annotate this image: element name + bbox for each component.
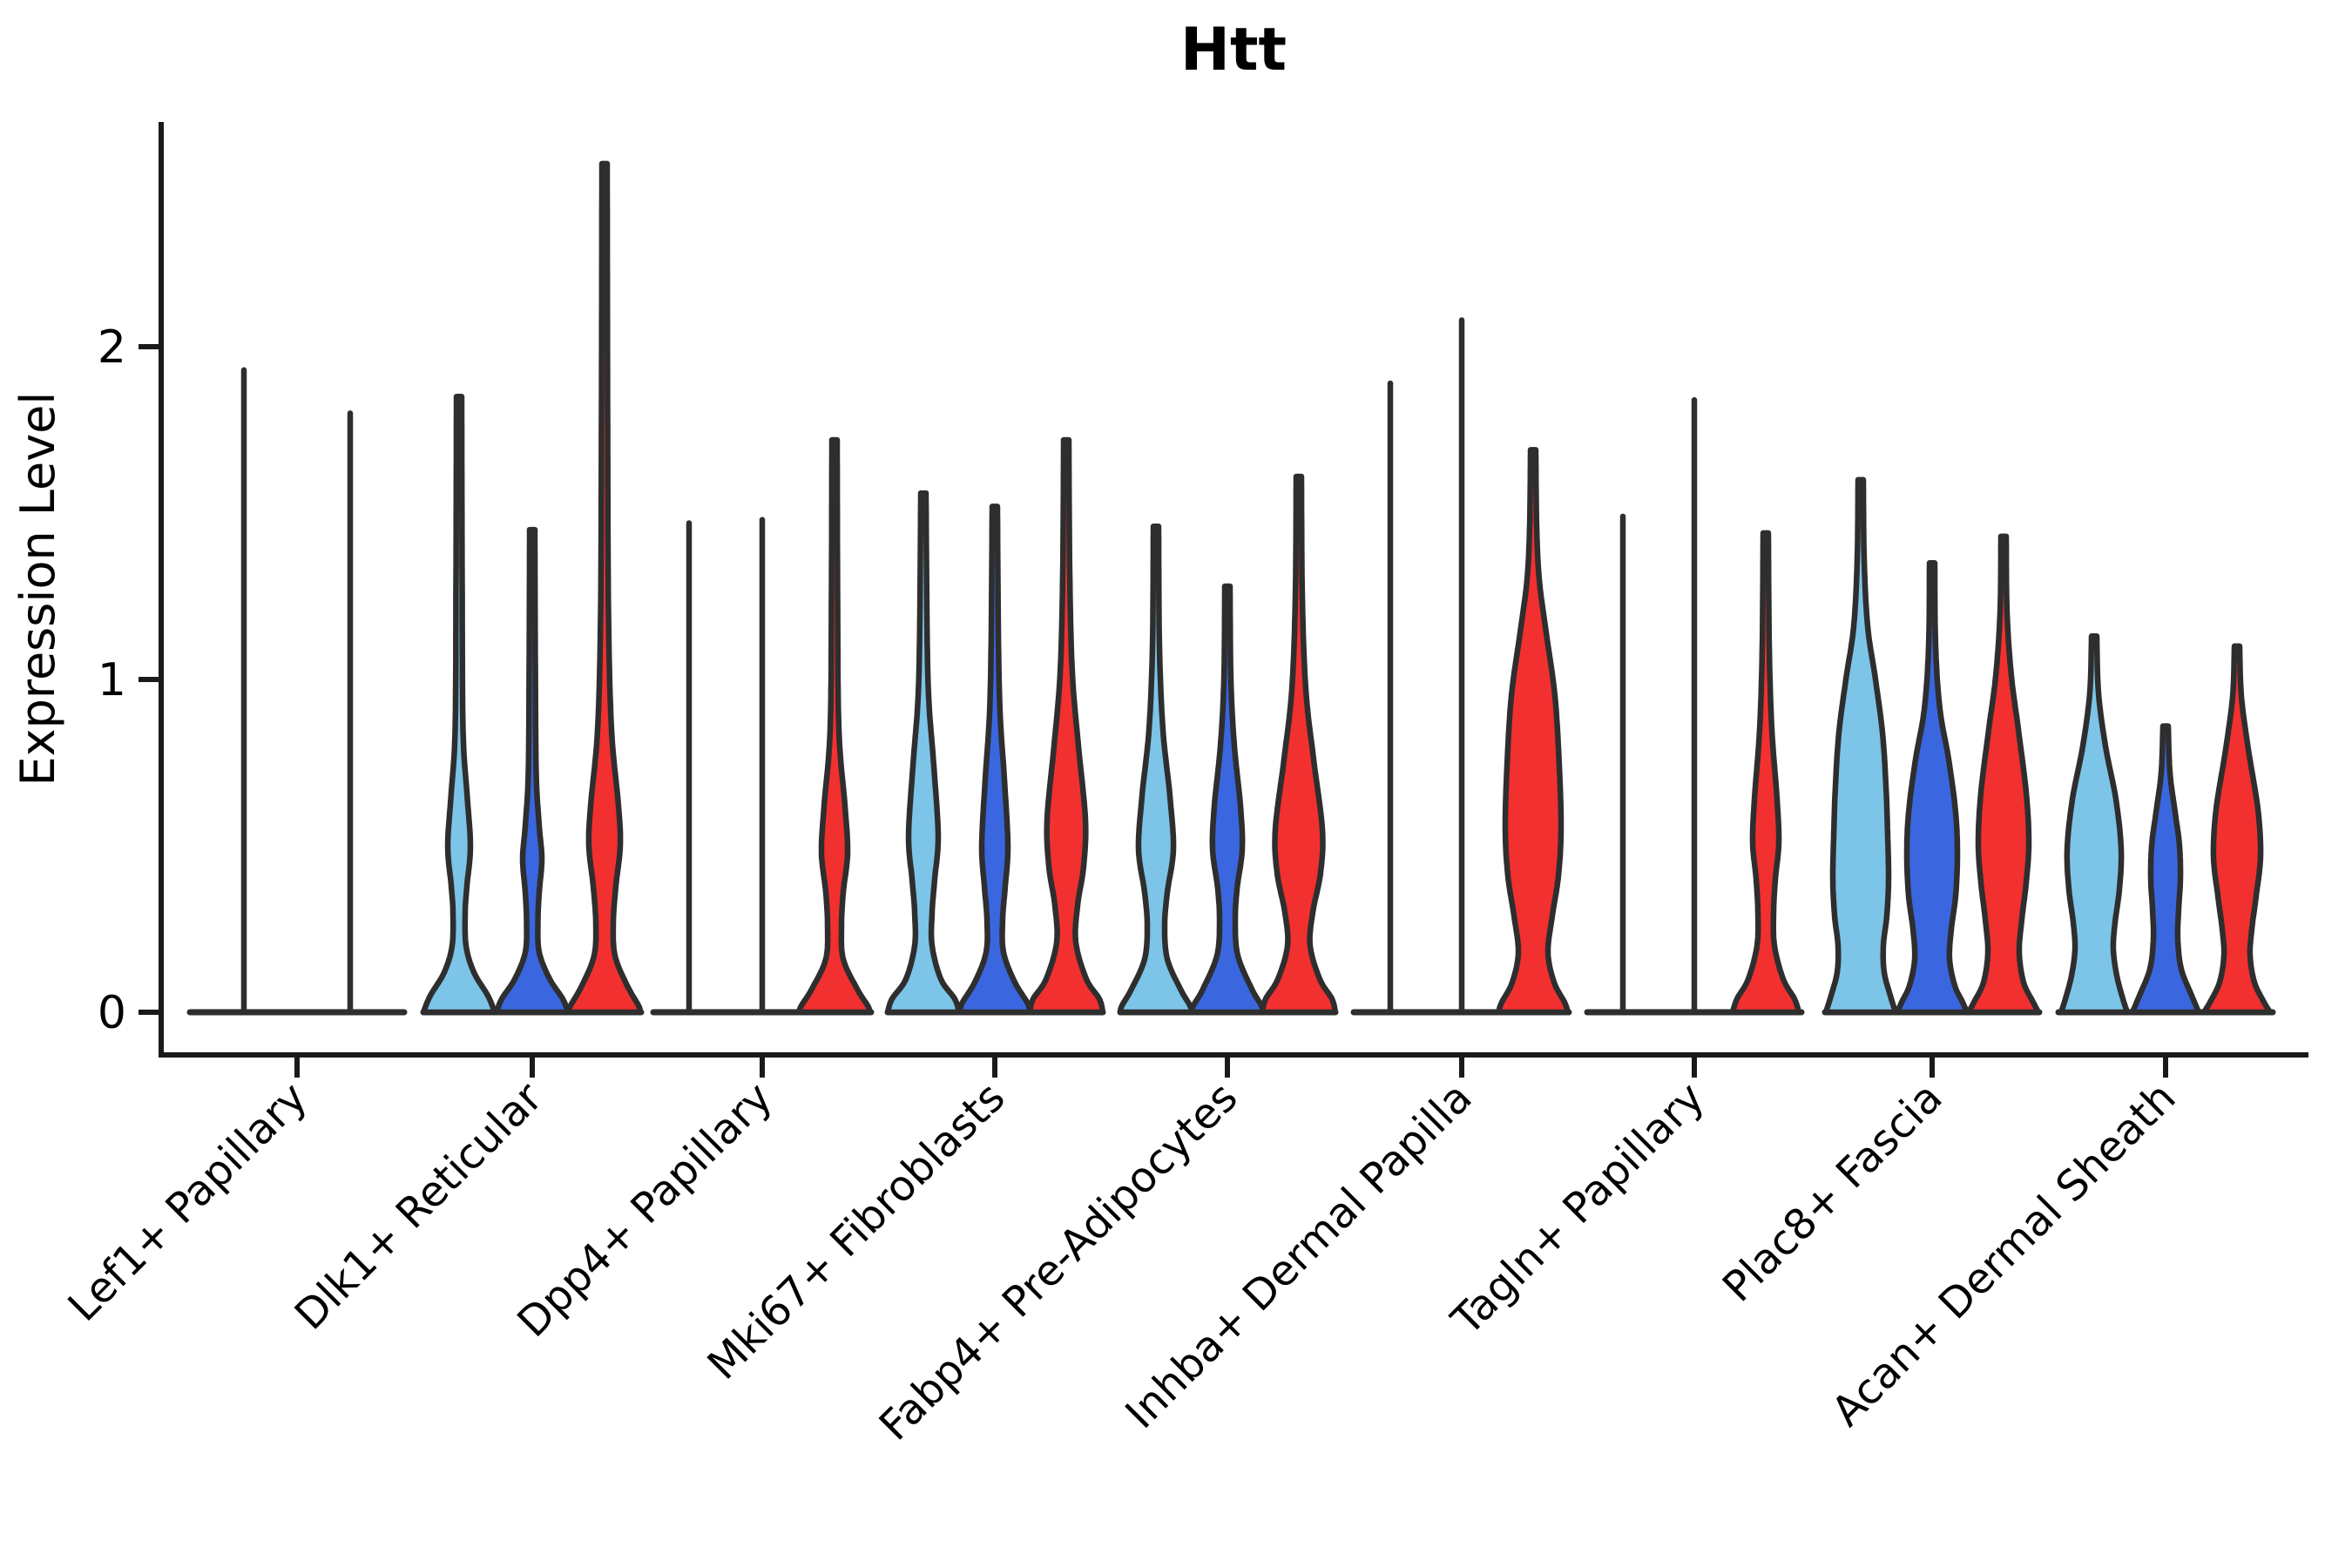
violin-body — [1729, 530, 1802, 1016]
violin-body — [956, 504, 1034, 1016]
violin-body — [1259, 473, 1339, 1016]
violin-body — [884, 490, 963, 1016]
violin-body — [2200, 643, 2274, 1016]
y-tick-label: 0 — [98, 987, 126, 1039]
x-tick-label: Dlk1+ Reticular — [286, 1073, 552, 1340]
violin-body — [1188, 583, 1267, 1016]
violin-body — [1026, 436, 1106, 1016]
chart-title: Htt — [1180, 16, 1287, 84]
x-tick-label: Lef1+ Papillary — [59, 1073, 317, 1331]
violin-body — [1894, 560, 1970, 1016]
y-axis-label: Expression Level — [10, 392, 65, 787]
violin-body — [1822, 476, 1899, 1016]
x-tick-label: Tagln+ Papillary — [1442, 1073, 1713, 1345]
violin-body — [1965, 533, 2042, 1016]
violin-body — [795, 436, 874, 1016]
x-tick-label: Dpp4+ Papillary — [508, 1073, 781, 1347]
violin-body — [1495, 447, 1571, 1016]
violin-body — [1117, 524, 1195, 1016]
violin-body — [2129, 723, 2202, 1016]
y-tick-label: 2 — [98, 321, 126, 374]
violins-layer — [186, 160, 2276, 1016]
y-tick-label: 1 — [98, 654, 126, 706]
violin-body — [420, 394, 498, 1016]
violin-body — [565, 160, 644, 1016]
x-tick-label: Plac8+ Fascia — [1713, 1073, 1952, 1312]
violin-body — [493, 526, 571, 1016]
violin-body — [2058, 633, 2131, 1016]
